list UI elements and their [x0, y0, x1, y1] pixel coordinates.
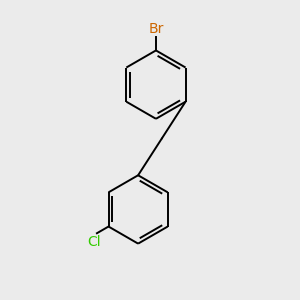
- Text: Cl: Cl: [88, 235, 101, 249]
- Text: Br: Br: [148, 22, 164, 36]
